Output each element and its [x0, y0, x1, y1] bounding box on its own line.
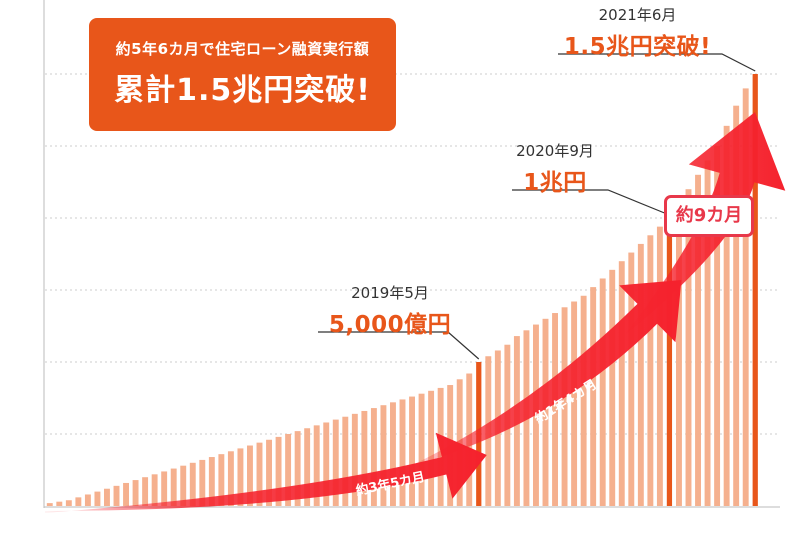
leader-line-2 — [512, 189, 670, 216]
headline-line2: 累計1.5兆円突破! — [114, 73, 371, 108]
data-bar — [113, 485, 120, 506]
data-bar — [399, 399, 406, 506]
data-bar — [180, 465, 187, 506]
duration-badge-3: 約9カ月 — [664, 195, 754, 237]
data-bar — [676, 203, 682, 506]
data-bar — [323, 422, 330, 506]
data-bar — [123, 482, 129, 506]
milestone-date: 2021年6月 — [598, 6, 677, 24]
data-bar — [380, 405, 387, 506]
data-bar — [685, 189, 692, 506]
data-bar — [208, 457, 215, 506]
data-bar — [656, 226, 663, 506]
milestone-annotation-2020: 2020年9月 1兆円 — [500, 140, 610, 197]
data-bar — [256, 442, 263, 506]
data-bar — [104, 488, 110, 506]
data-bar — [647, 235, 654, 506]
leader-lines — [318, 53, 756, 360]
data-bar — [542, 318, 549, 506]
milestone-bar — [752, 74, 758, 506]
milestone-date: 2019年5月 — [351, 284, 429, 302]
data-bar — [704, 160, 711, 506]
data-bar — [618, 261, 625, 506]
data-bar — [189, 462, 196, 506]
data-bar — [590, 287, 597, 506]
milestone-date: 2020年9月 — [516, 142, 594, 160]
data-bar — [132, 480, 139, 506]
data-bar — [266, 439, 272, 506]
data-bar — [599, 278, 606, 506]
data-bar — [351, 413, 358, 506]
data-bar — [75, 497, 82, 506]
data-bar — [409, 396, 415, 506]
data-bar — [533, 324, 539, 506]
data-bar — [218, 454, 225, 506]
data-bar — [84, 494, 91, 506]
data-bar — [637, 243, 644, 507]
milestone-value: 5,000億円 — [328, 312, 452, 338]
data-bar — [161, 471, 168, 506]
data-bar — [304, 428, 311, 506]
growth-arrow-1 — [45, 432, 487, 513]
data-bar — [723, 125, 730, 506]
data-bar — [609, 269, 616, 506]
data-bar — [733, 105, 740, 507]
data-bar — [742, 88, 749, 507]
milestone-annotation-2021: 2021年6月 1.5兆円突破! — [550, 4, 725, 61]
data-bar — [628, 252, 635, 506]
leader-line-1 — [318, 331, 480, 360]
data-bar — [428, 390, 435, 506]
data-bar — [142, 477, 149, 506]
data-bar — [199, 459, 206, 506]
data-bar — [65, 500, 72, 506]
milestone-annotation-2019: 2019年5月 5,000億円 — [320, 282, 460, 339]
data-bar — [313, 425, 320, 506]
leader-line-3 — [558, 53, 756, 72]
data-bar — [552, 313, 558, 506]
data-bar — [285, 434, 292, 506]
data-bar — [237, 448, 244, 506]
data-bar — [342, 416, 349, 506]
data-bar — [227, 451, 234, 506]
data-bar — [714, 146, 721, 506]
headline-box: 約5年6カ月で住宅ローン融資実行額 累計1.5兆円突破! — [89, 18, 396, 131]
data-bar — [46, 503, 53, 506]
data-bar — [94, 491, 101, 506]
data-bar — [170, 468, 177, 506]
data-bar — [580, 295, 587, 506]
data-bar — [571, 301, 578, 506]
data-bar — [294, 431, 301, 506]
data-bar — [561, 307, 568, 506]
data-bar — [370, 408, 377, 506]
data-bar — [418, 393, 425, 506]
milestone-bar — [666, 218, 673, 506]
headline-line1: 約5年6カ月で住宅ローン融資実行額 — [115, 40, 370, 58]
data-bar — [390, 402, 396, 506]
data-bar — [361, 410, 368, 506]
data-bar — [56, 501, 63, 506]
data-bar — [247, 445, 253, 506]
data-bar — [695, 174, 701, 507]
milestone-value: 1兆円 — [523, 170, 587, 196]
data-bar — [151, 474, 158, 506]
milestone-value: 1.5兆円突破! — [563, 34, 712, 60]
data-bar — [332, 419, 339, 506]
data-bar — [275, 436, 282, 506]
